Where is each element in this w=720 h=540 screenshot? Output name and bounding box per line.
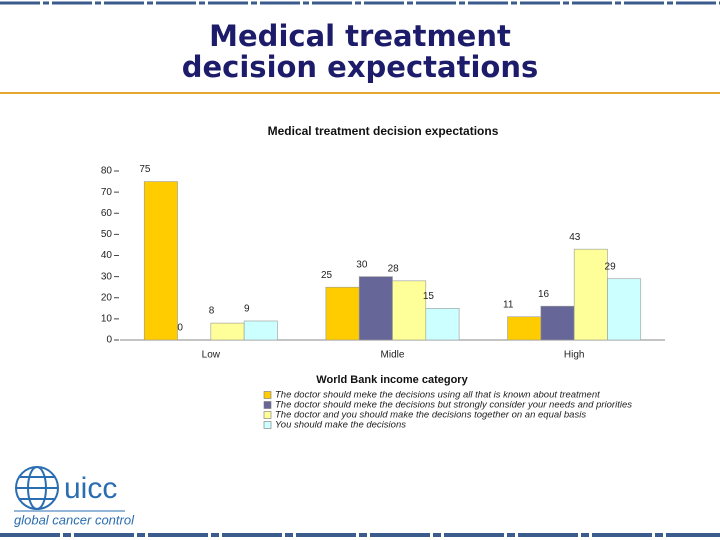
bar (607, 278, 642, 341)
slide-title: Medical treatment (209, 19, 511, 53)
legend-swatch (263, 421, 272, 429)
value-label: 43 (569, 232, 581, 243)
y-tick-label: 60 (101, 208, 113, 219)
chart-title: Medical treatment decision expectations (268, 124, 499, 138)
value-label: 16 (538, 289, 550, 300)
value-label: 75 (139, 164, 151, 175)
bar (392, 280, 427, 341)
bar (143, 181, 178, 341)
legend-label: You should make the decisions (275, 420, 406, 431)
bar (540, 305, 575, 341)
x-tick-label: Low (202, 350, 221, 361)
bar (243, 320, 278, 341)
bar (573, 248, 608, 341)
legend-label: The doctor and you should make the decis… (275, 410, 586, 421)
bar (425, 308, 460, 341)
legend-label: The doctor should meke the decisions usi… (275, 390, 600, 401)
logo-globe (15, 466, 59, 510)
value-label: 9 (244, 304, 250, 315)
value-label: 30 (356, 259, 368, 270)
logo-tagline: global cancer control (14, 512, 135, 527)
bar (325, 286, 360, 341)
x-axis-label: World Bank income category (316, 374, 468, 386)
legend-swatch (263, 401, 272, 409)
x-tick-label: Midle (381, 350, 405, 361)
y-tick-label: 20 (101, 292, 113, 303)
y-tick-label: 0 (106, 335, 112, 346)
value-label: 28 (388, 263, 400, 274)
logo-name: uicc (64, 472, 117, 505)
value-label: 25 (321, 270, 333, 281)
legend-swatch (263, 411, 272, 419)
slide-title: decision expectations (182, 50, 538, 84)
y-tick-label: 10 (101, 314, 113, 325)
bar (210, 322, 245, 341)
y-tick-label: 50 (101, 229, 113, 240)
bar (358, 276, 393, 341)
value-label: 8 (209, 306, 215, 317)
value-label: 29 (605, 261, 617, 272)
value-label: 0 (177, 323, 183, 334)
legend-swatch (263, 391, 272, 399)
y-tick-label: 40 (101, 250, 113, 261)
y-tick-label: 70 (101, 187, 113, 198)
bar (507, 316, 542, 341)
y-tick-label: 80 (101, 166, 113, 177)
y-tick-label: 30 (101, 271, 113, 282)
legend-label: The doctor should meke the decisions but… (275, 400, 632, 411)
value-label: 15 (423, 291, 435, 302)
value-label: 11 (503, 299, 514, 310)
x-tick-label: High (564, 350, 585, 361)
